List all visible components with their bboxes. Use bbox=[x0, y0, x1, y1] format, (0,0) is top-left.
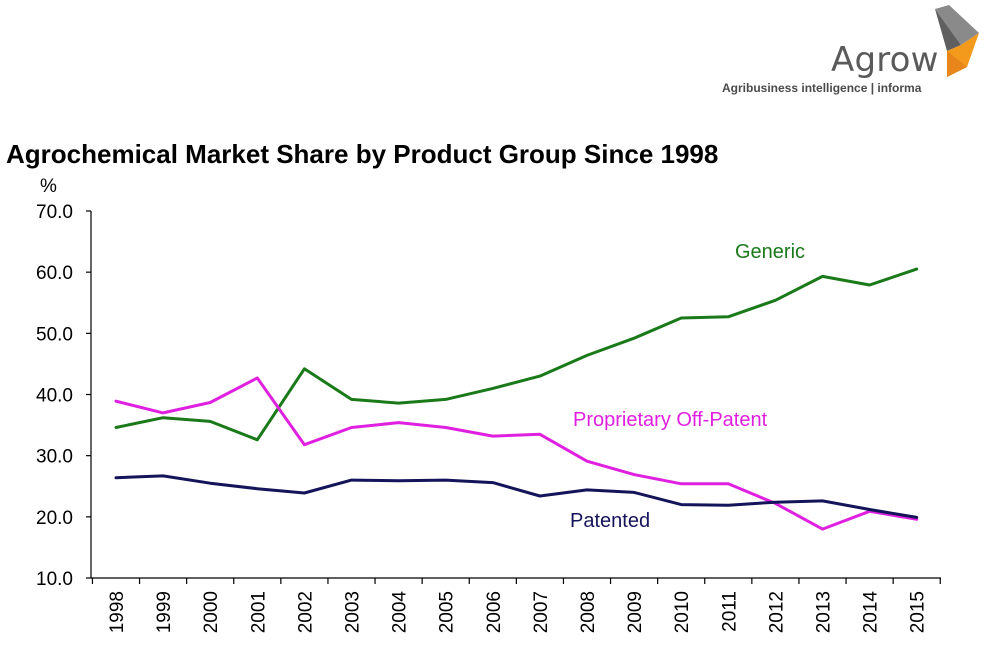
x-tick-label: 2005 bbox=[437, 591, 458, 633]
x-tick-label: 2001 bbox=[248, 591, 269, 633]
chart-title: Agrochemical Market Share by Product Gro… bbox=[6, 139, 718, 169]
series-label-proprietary-off-patent: Proprietary Off-Patent bbox=[573, 409, 768, 431]
x-tick-label: 2008 bbox=[578, 591, 599, 633]
x-tick-label: 2012 bbox=[766, 591, 787, 633]
x-tick-label: 2007 bbox=[531, 591, 552, 633]
y-tick-label: 60.0 bbox=[36, 263, 73, 284]
series-label-patented: Patented bbox=[570, 510, 650, 532]
x-tick-label: 2010 bbox=[672, 591, 693, 633]
x-tick-label: 1998 bbox=[107, 591, 128, 633]
y-tick-label: 40.0 bbox=[36, 386, 73, 407]
x-tick-label: 2000 bbox=[201, 591, 222, 633]
brand-wordmark: Agrow bbox=[831, 40, 939, 80]
x-tick-label: 2014 bbox=[861, 591, 882, 634]
x-tick-label: 2004 bbox=[390, 591, 411, 634]
series-labels: Generic Proprietary Off-Patent Patented bbox=[570, 241, 805, 532]
x-tick-label: 2013 bbox=[814, 591, 835, 633]
x-tick-label: 2002 bbox=[295, 591, 316, 633]
series-line-generic bbox=[114, 267, 919, 442]
series-line-proprietary-off-patent bbox=[114, 376, 919, 531]
x-tick-label: 2003 bbox=[343, 591, 364, 633]
y-tick-label: 70.0 bbox=[36, 202, 73, 223]
brand-tagline: Agribusiness intelligence | informa bbox=[722, 81, 922, 95]
series-label-generic: Generic bbox=[735, 241, 805, 263]
x-tick-label: 2006 bbox=[484, 591, 505, 633]
x-tick-label: 2009 bbox=[625, 591, 646, 633]
y-tick-label: 20.0 bbox=[36, 508, 73, 529]
x-tick-label: 2011 bbox=[719, 591, 740, 632]
y-axis-unit-label: % bbox=[40, 176, 57, 197]
agrow-logo-icon bbox=[935, 5, 979, 77]
series-line-patented bbox=[114, 474, 919, 519]
y-axis-ticks: 10.0 20.0 30.0 40.0 50.0 60.0 70.0 bbox=[36, 202, 91, 590]
x-tick-label: 2015 bbox=[908, 591, 929, 633]
y-tick-label: 10.0 bbox=[36, 569, 73, 590]
x-axis-ticks: 1998 1999 2000 2001 2002 2003 2004 2005 2006 2007… bbox=[91, 578, 941, 634]
series-lines bbox=[114, 267, 919, 531]
y-tick-label: 50.0 bbox=[36, 324, 73, 345]
x-tick-label: 1999 bbox=[154, 591, 175, 633]
y-tick-label: 30.0 bbox=[36, 447, 73, 468]
